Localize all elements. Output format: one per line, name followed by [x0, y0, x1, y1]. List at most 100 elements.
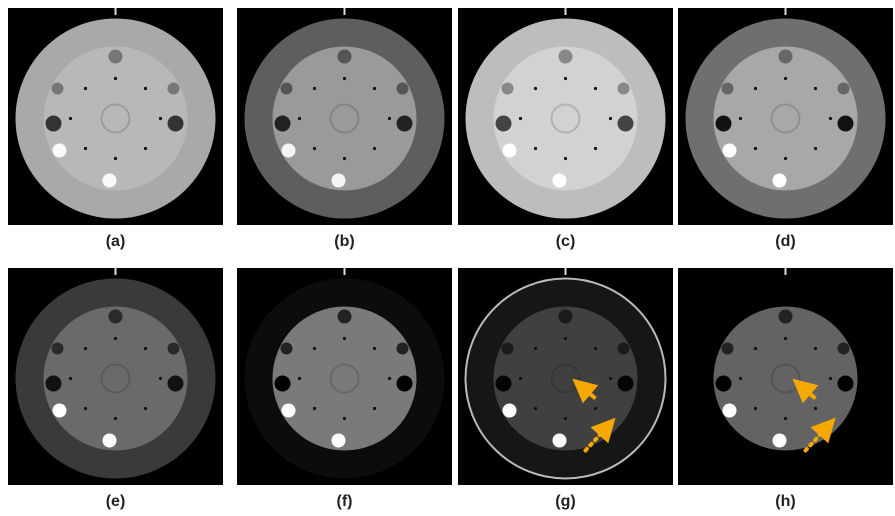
insert — [109, 50, 123, 64]
small-dot — [754, 347, 757, 350]
insert — [281, 83, 293, 95]
insert — [282, 144, 296, 158]
insert — [166, 406, 176, 416]
small-dot — [298, 377, 301, 380]
insert — [109, 310, 123, 324]
small-dot — [814, 347, 817, 350]
insert — [338, 310, 352, 324]
small-dot — [114, 337, 117, 340]
insert — [46, 376, 62, 392]
small-dot — [313, 407, 316, 410]
insert — [502, 343, 514, 355]
insert — [52, 83, 64, 95]
small-dot — [84, 407, 87, 410]
small-dot — [159, 117, 162, 120]
insert — [553, 174, 567, 188]
insert — [836, 406, 846, 416]
insert — [838, 376, 854, 392]
image-panel — [237, 8, 452, 225]
small-dot — [609, 117, 612, 120]
small-dot — [519, 117, 522, 120]
small-dot — [144, 347, 147, 350]
small-dot — [313, 87, 316, 90]
small-dot — [84, 347, 87, 350]
small-dot — [298, 117, 301, 120]
insert — [397, 83, 409, 95]
small-dot — [534, 87, 537, 90]
phantom-inner — [714, 307, 858, 451]
marker-tick — [785, 8, 787, 15]
insert — [559, 50, 573, 64]
marker-tick — [115, 268, 117, 275]
small-dot — [754, 87, 757, 90]
small-dot — [343, 417, 346, 420]
image-panel — [8, 8, 223, 225]
small-dot — [84, 87, 87, 90]
insert — [618, 343, 630, 355]
small-dot — [313, 347, 316, 350]
small-dot — [739, 117, 742, 120]
insert — [722, 83, 734, 95]
small-dot — [144, 87, 147, 90]
small-dot — [159, 377, 162, 380]
insert — [281, 343, 293, 355]
small-dot — [594, 347, 597, 350]
small-dot — [519, 377, 522, 380]
insert — [723, 404, 737, 418]
small-dot — [814, 147, 817, 150]
small-dot — [564, 417, 567, 420]
insert — [618, 376, 634, 392]
panel-label: (a) — [106, 233, 126, 250]
small-dot — [784, 337, 787, 340]
small-dot — [388, 377, 391, 380]
panel-label: (d) — [775, 233, 795, 250]
small-dot — [784, 157, 787, 160]
small-dot — [814, 87, 817, 90]
phantom-inner — [44, 47, 188, 191]
phantom-inner — [494, 47, 638, 191]
small-dot — [829, 377, 832, 380]
phantom-inner — [494, 307, 638, 451]
figure: (a)(b)(c)(d)(e)(f)(g)(h) — [0, 0, 895, 516]
small-dot — [69, 377, 72, 380]
small-dot — [784, 417, 787, 420]
insert — [553, 434, 567, 448]
insert — [496, 116, 512, 132]
small-dot — [144, 147, 147, 150]
small-dot — [343, 77, 346, 80]
panel-label: (h) — [775, 493, 795, 510]
insert — [618, 116, 634, 132]
marker-tick — [785, 268, 787, 275]
small-dot — [84, 147, 87, 150]
small-dot — [594, 87, 597, 90]
marker-tick — [115, 8, 117, 15]
insert — [618, 83, 630, 95]
insert — [397, 343, 409, 355]
insert — [103, 434, 117, 448]
insert — [616, 406, 626, 416]
insert — [275, 376, 291, 392]
phantom-inner — [44, 307, 188, 451]
panel-label: (b) — [334, 233, 354, 250]
phantom-inner — [273, 47, 417, 191]
insert — [46, 116, 62, 132]
insert — [53, 144, 67, 158]
insert — [53, 404, 67, 418]
insert — [397, 376, 413, 392]
insert — [716, 116, 732, 132]
small-dot — [564, 337, 567, 340]
small-dot — [343, 337, 346, 340]
small-dot — [814, 407, 817, 410]
phantom-inner — [714, 47, 858, 191]
marker-tick — [344, 268, 346, 275]
small-dot — [534, 347, 537, 350]
image-panel — [237, 268, 452, 485]
insert — [779, 50, 793, 64]
insert — [168, 83, 180, 95]
small-dot — [594, 147, 597, 150]
insert — [502, 83, 514, 95]
marker-tick — [565, 8, 567, 15]
insert — [168, 116, 184, 132]
insert — [836, 146, 846, 156]
insert — [395, 146, 405, 156]
